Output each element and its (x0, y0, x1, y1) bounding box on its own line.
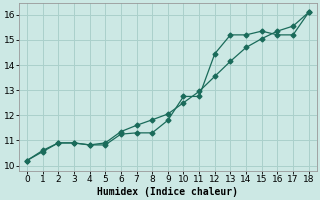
X-axis label: Humidex (Indice chaleur): Humidex (Indice chaleur) (97, 186, 238, 197)
